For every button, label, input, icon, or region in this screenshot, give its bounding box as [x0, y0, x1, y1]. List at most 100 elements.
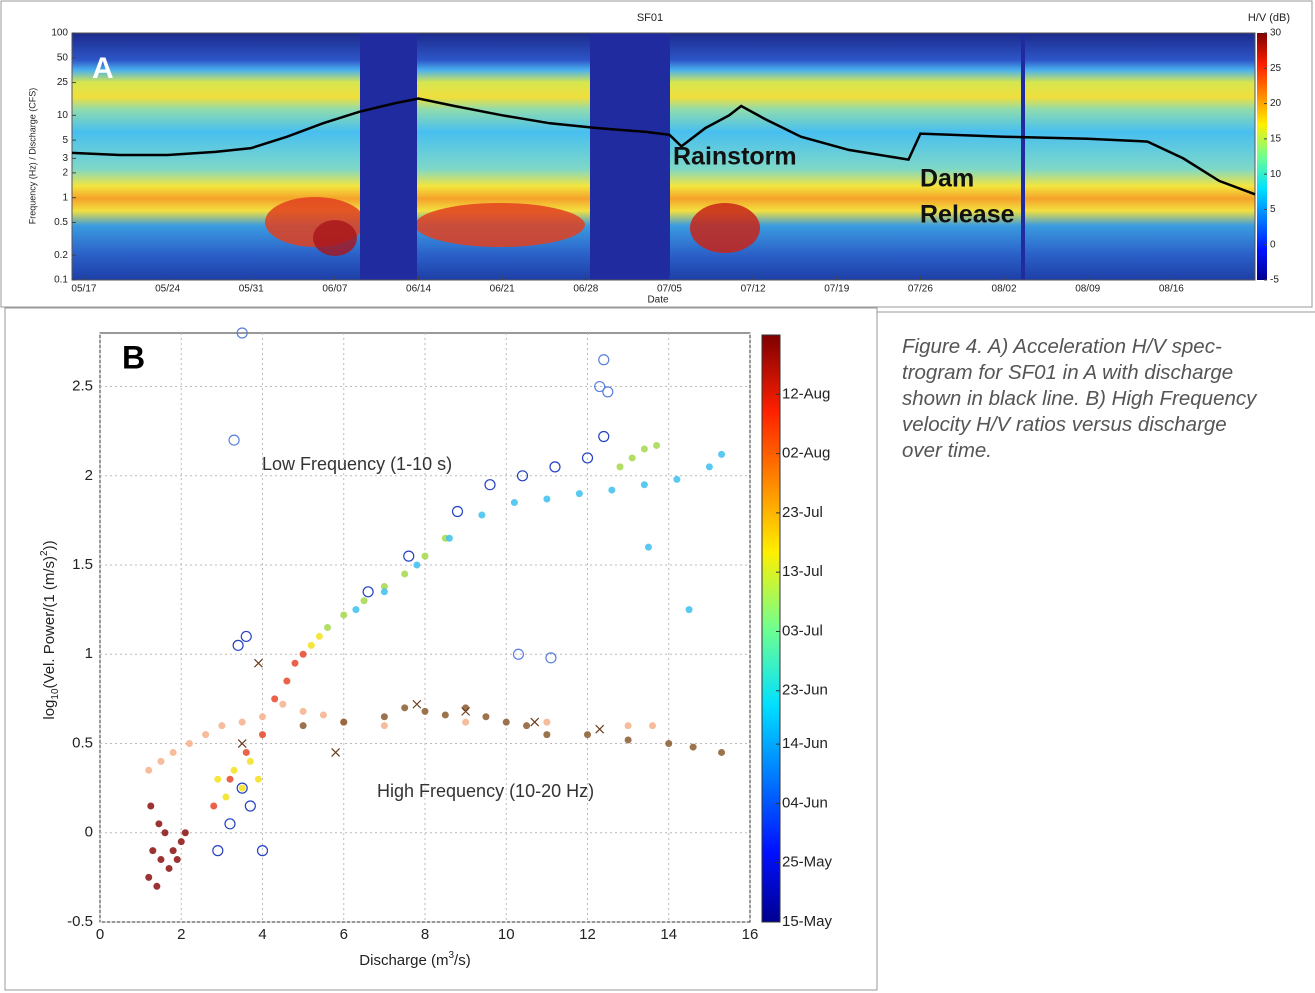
point [380, 588, 388, 596]
point [291, 659, 299, 667]
point [331, 748, 341, 757]
panel-label: A [92, 52, 114, 85]
chart-title: SF01 [637, 12, 663, 24]
colorbar-tick-label: 5 [1270, 204, 1276, 215]
y-tick-label: 50 [57, 52, 69, 63]
point [210, 802, 218, 810]
point [362, 586, 374, 598]
point [254, 775, 262, 783]
point [516, 470, 529, 482]
point [478, 511, 486, 519]
colorbar-tick-label: 23-Jun [782, 682, 828, 699]
x-tick-label: 05/31 [239, 284, 264, 295]
point [236, 782, 248, 794]
colorbar-tick-label: 02-Aug [782, 445, 830, 462]
point [575, 490, 583, 498]
point [484, 479, 496, 491]
point [421, 552, 429, 560]
point [598, 430, 610, 443]
panel-border [4, 307, 878, 991]
point [279, 700, 287, 708]
caption-line: shown in black line. B) High Frequency [902, 387, 1257, 410]
axis-label-part: 3 [448, 950, 454, 961]
point [246, 757, 254, 765]
point [224, 818, 236, 830]
y-tick-label: 1.5 [72, 556, 93, 573]
panel-label: B [122, 339, 145, 375]
point [169, 748, 177, 756]
point [238, 718, 246, 726]
point [608, 486, 616, 494]
colorbar-tick-label: 14-Jun [782, 735, 828, 752]
point [256, 845, 269, 857]
point [451, 505, 464, 518]
point [232, 639, 244, 651]
y-tick-label: 0.1 [54, 275, 68, 286]
point [689, 743, 697, 751]
x-tick-label: 16 [742, 926, 759, 943]
spectrogram-patch [313, 220, 357, 256]
point [254, 658, 263, 668]
x-tick-label: 06/21 [490, 284, 515, 295]
colorbar-tick-label: 15-May [782, 913, 833, 930]
caption-line: Figure 4. A) Acceleration H/V spec- [902, 335, 1222, 358]
colorbar-tick-label: 0 [1270, 239, 1276, 250]
y-tick-label: 25 [57, 77, 69, 88]
x-tick-label: 2 [177, 926, 185, 943]
y-tick-label: 2 [62, 168, 68, 179]
colorbar [761, 334, 781, 923]
caption: Figure 4. A) Acceleration H/V spec- trog… [902, 334, 1256, 464]
axis-label-part: /s) [454, 952, 471, 969]
point [307, 641, 315, 649]
y-tick-label: 0.2 [54, 250, 68, 261]
axis-label: Discharge (m3/s) [359, 950, 470, 969]
data-gap [1021, 33, 1025, 280]
point [462, 704, 470, 712]
x-tick-label: 06/28 [573, 284, 598, 295]
spectrogram-patch [690, 203, 760, 253]
point [299, 722, 307, 730]
x-tick-label: 0 [96, 926, 104, 943]
point [530, 717, 540, 727]
y-tick-label: 0.5 [72, 734, 93, 751]
point [401, 570, 409, 578]
x-tick-label: 06/07 [322, 284, 347, 295]
x-tick-label: 14 [660, 926, 677, 943]
y-tick-label: 1 [85, 645, 93, 662]
point [181, 829, 189, 837]
point [259, 713, 266, 721]
colorbar-tick-label: 30 [1270, 28, 1282, 39]
y-tick-label: 10 [57, 110, 69, 121]
point [352, 606, 360, 614]
point [624, 736, 632, 744]
caption-line: velocity H/V ratios versus discharge [902, 413, 1227, 436]
point [380, 713, 388, 721]
point [412, 699, 422, 709]
axis-label-part: Discharge (m [359, 952, 448, 969]
point [242, 748, 250, 756]
point [238, 784, 246, 792]
point [512, 648, 525, 660]
point [482, 713, 490, 721]
colorbar [1257, 33, 1267, 280]
y-axis-label: Frequency (Hz) / Discharge (CFS) [27, 88, 37, 225]
point [624, 722, 632, 730]
point [228, 434, 240, 446]
point [237, 739, 247, 748]
point [543, 495, 551, 503]
colorbar-tick-label: 15 [1270, 133, 1282, 144]
point [230, 766, 238, 774]
point [653, 441, 661, 449]
point [595, 724, 605, 734]
point [271, 695, 279, 703]
data-gap [590, 33, 670, 280]
point [299, 650, 307, 658]
caption-line: trogram for SF01 in A with discharge [902, 361, 1234, 384]
y-tick-label: -0.5 [67, 913, 93, 930]
annotation: Dam [920, 165, 974, 193]
point [543, 718, 551, 726]
point [445, 534, 453, 542]
x-tick-label: 05/17 [71, 284, 96, 295]
point [147, 802, 155, 810]
x-axis-label: Date [647, 295, 669, 306]
